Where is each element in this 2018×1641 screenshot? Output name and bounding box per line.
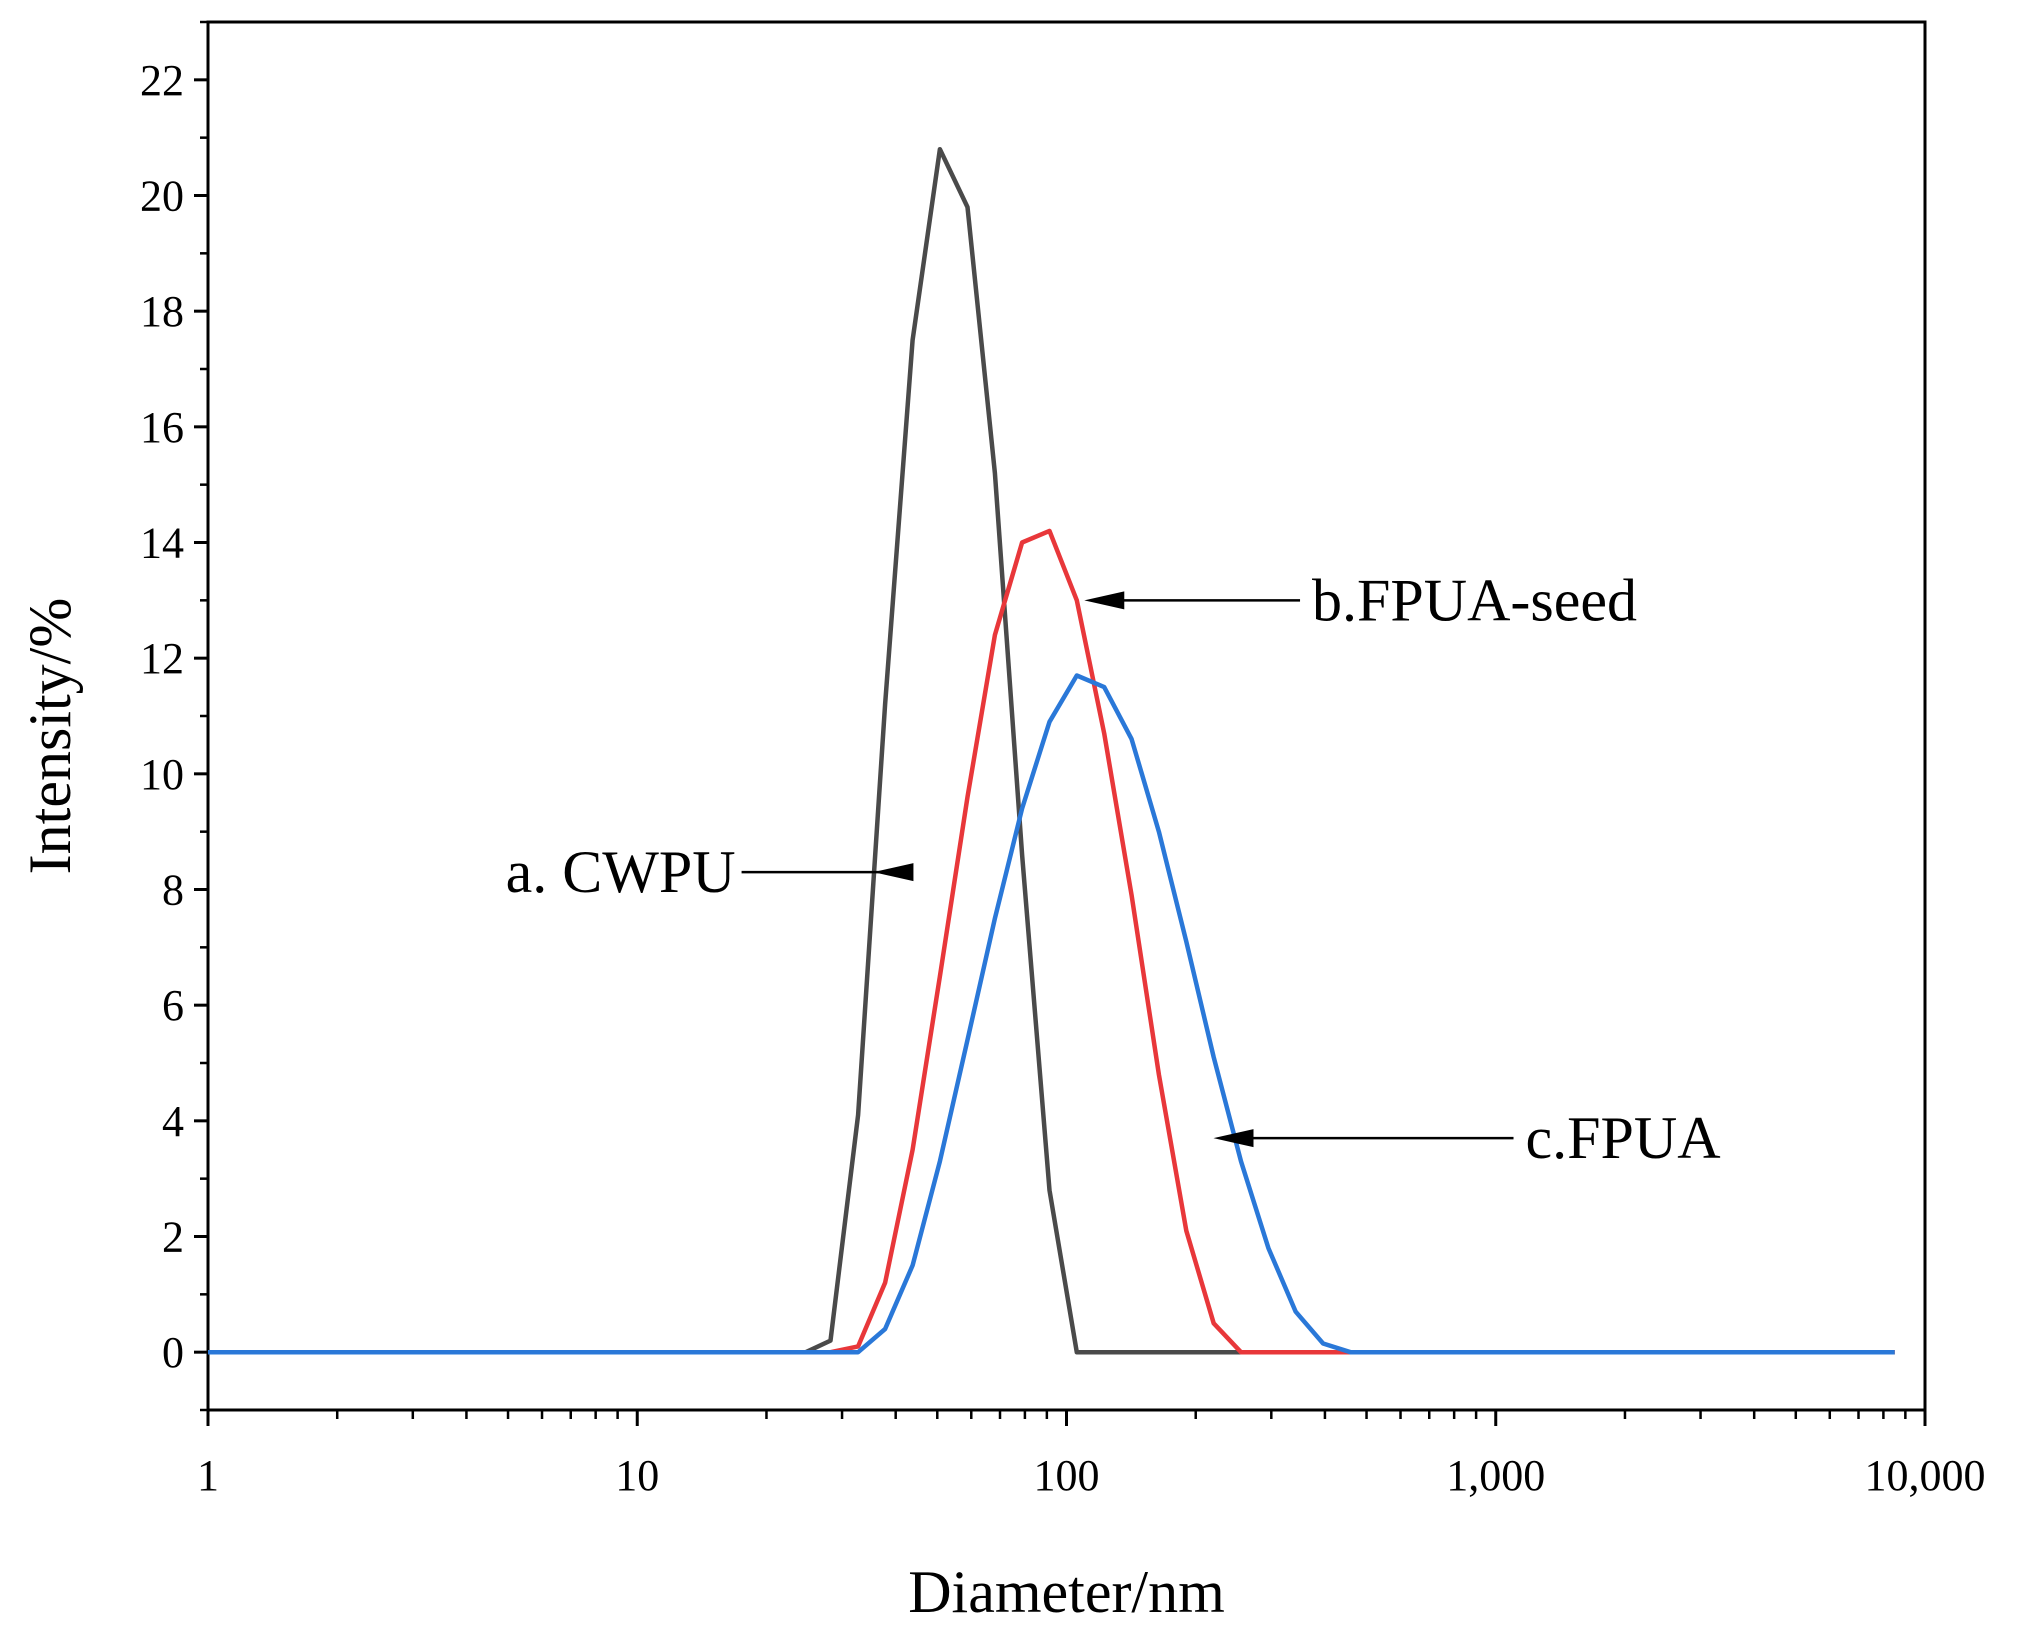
series-line-cwpu (208, 146, 1895, 1355)
plot-frame (206, 20, 1927, 1412)
annotation-label: a. CWPU (506, 839, 736, 905)
annotation-arrow-head (1084, 591, 1125, 610)
series-lines (208, 146, 1895, 1355)
y-tick-label: 16 (140, 403, 184, 452)
axis-ticks: 0 2 4 6 8 10 12 14 16 18 20 22 1 10 100 1,000 10,000 (140, 20, 1986, 1500)
y-tick-label: 8 (162, 866, 184, 915)
x-tick-label: 10,000 (1865, 1451, 1986, 1500)
annotation-arrow-head (1213, 1129, 1254, 1148)
y-tick-label: 4 (162, 1097, 184, 1146)
x-tick-label: 1 (197, 1451, 219, 1500)
y-tick-label: 14 (140, 519, 184, 568)
x-axis-title: Diameter/nm (908, 1559, 1225, 1625)
y-tick-label: 12 (140, 634, 184, 683)
series-line-fpua-seed (208, 528, 1895, 1355)
x-tick-label: 1,000 (1446, 1451, 1545, 1500)
y-tick-label: 22 (140, 56, 184, 105)
annotation-arrow-head (873, 863, 914, 882)
y-tick-label: 6 (162, 981, 184, 1030)
x-tick-label: 10 (615, 1451, 659, 1500)
y-tick-label: 0 (162, 1328, 184, 1377)
annotation-label: b.FPUA-seed (1312, 567, 1637, 633)
axes-frame (206, 20, 1927, 1412)
annotation-label: c.FPUA (1526, 1105, 1721, 1171)
y-tick-label: 20 (140, 172, 184, 221)
y-tick-label: 10 (140, 750, 184, 799)
y-tick-label: 2 (162, 1213, 184, 1262)
series-line-fpua (208, 673, 1895, 1355)
annotations: a. CWPU b.FPUA-seed c.FPUA (506, 567, 1721, 1171)
y-axis-title: Intensity/% (17, 598, 83, 875)
y-tick-label: 18 (140, 287, 184, 336)
x-tick-label: 100 (1034, 1451, 1100, 1500)
